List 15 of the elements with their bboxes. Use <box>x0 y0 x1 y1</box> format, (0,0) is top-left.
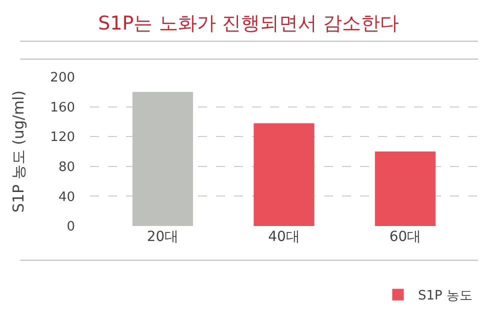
y-tick-label: 40 <box>58 190 75 205</box>
x-tick-label: 20대 <box>146 229 179 245</box>
y-tick-label: 200 <box>50 70 75 86</box>
legend-label: S1P 농도 <box>418 288 472 304</box>
y-tick-label: 160 <box>50 100 75 116</box>
bar <box>132 92 194 226</box>
bar <box>254 123 314 226</box>
y-tick-label: 80 <box>58 160 75 175</box>
y-tick-label: 0 <box>66 220 75 235</box>
y-tick-label: 120 <box>50 130 75 146</box>
y-axis-title: S1P 농도 (ug/ml) <box>9 90 28 213</box>
chart-title: S1P는 노화가 진행되면서 감소한다 <box>98 12 399 34</box>
x-tick-label: 40대 <box>268 229 300 245</box>
x-tick-label: 60대 <box>389 229 422 245</box>
bar <box>374 152 436 226</box>
